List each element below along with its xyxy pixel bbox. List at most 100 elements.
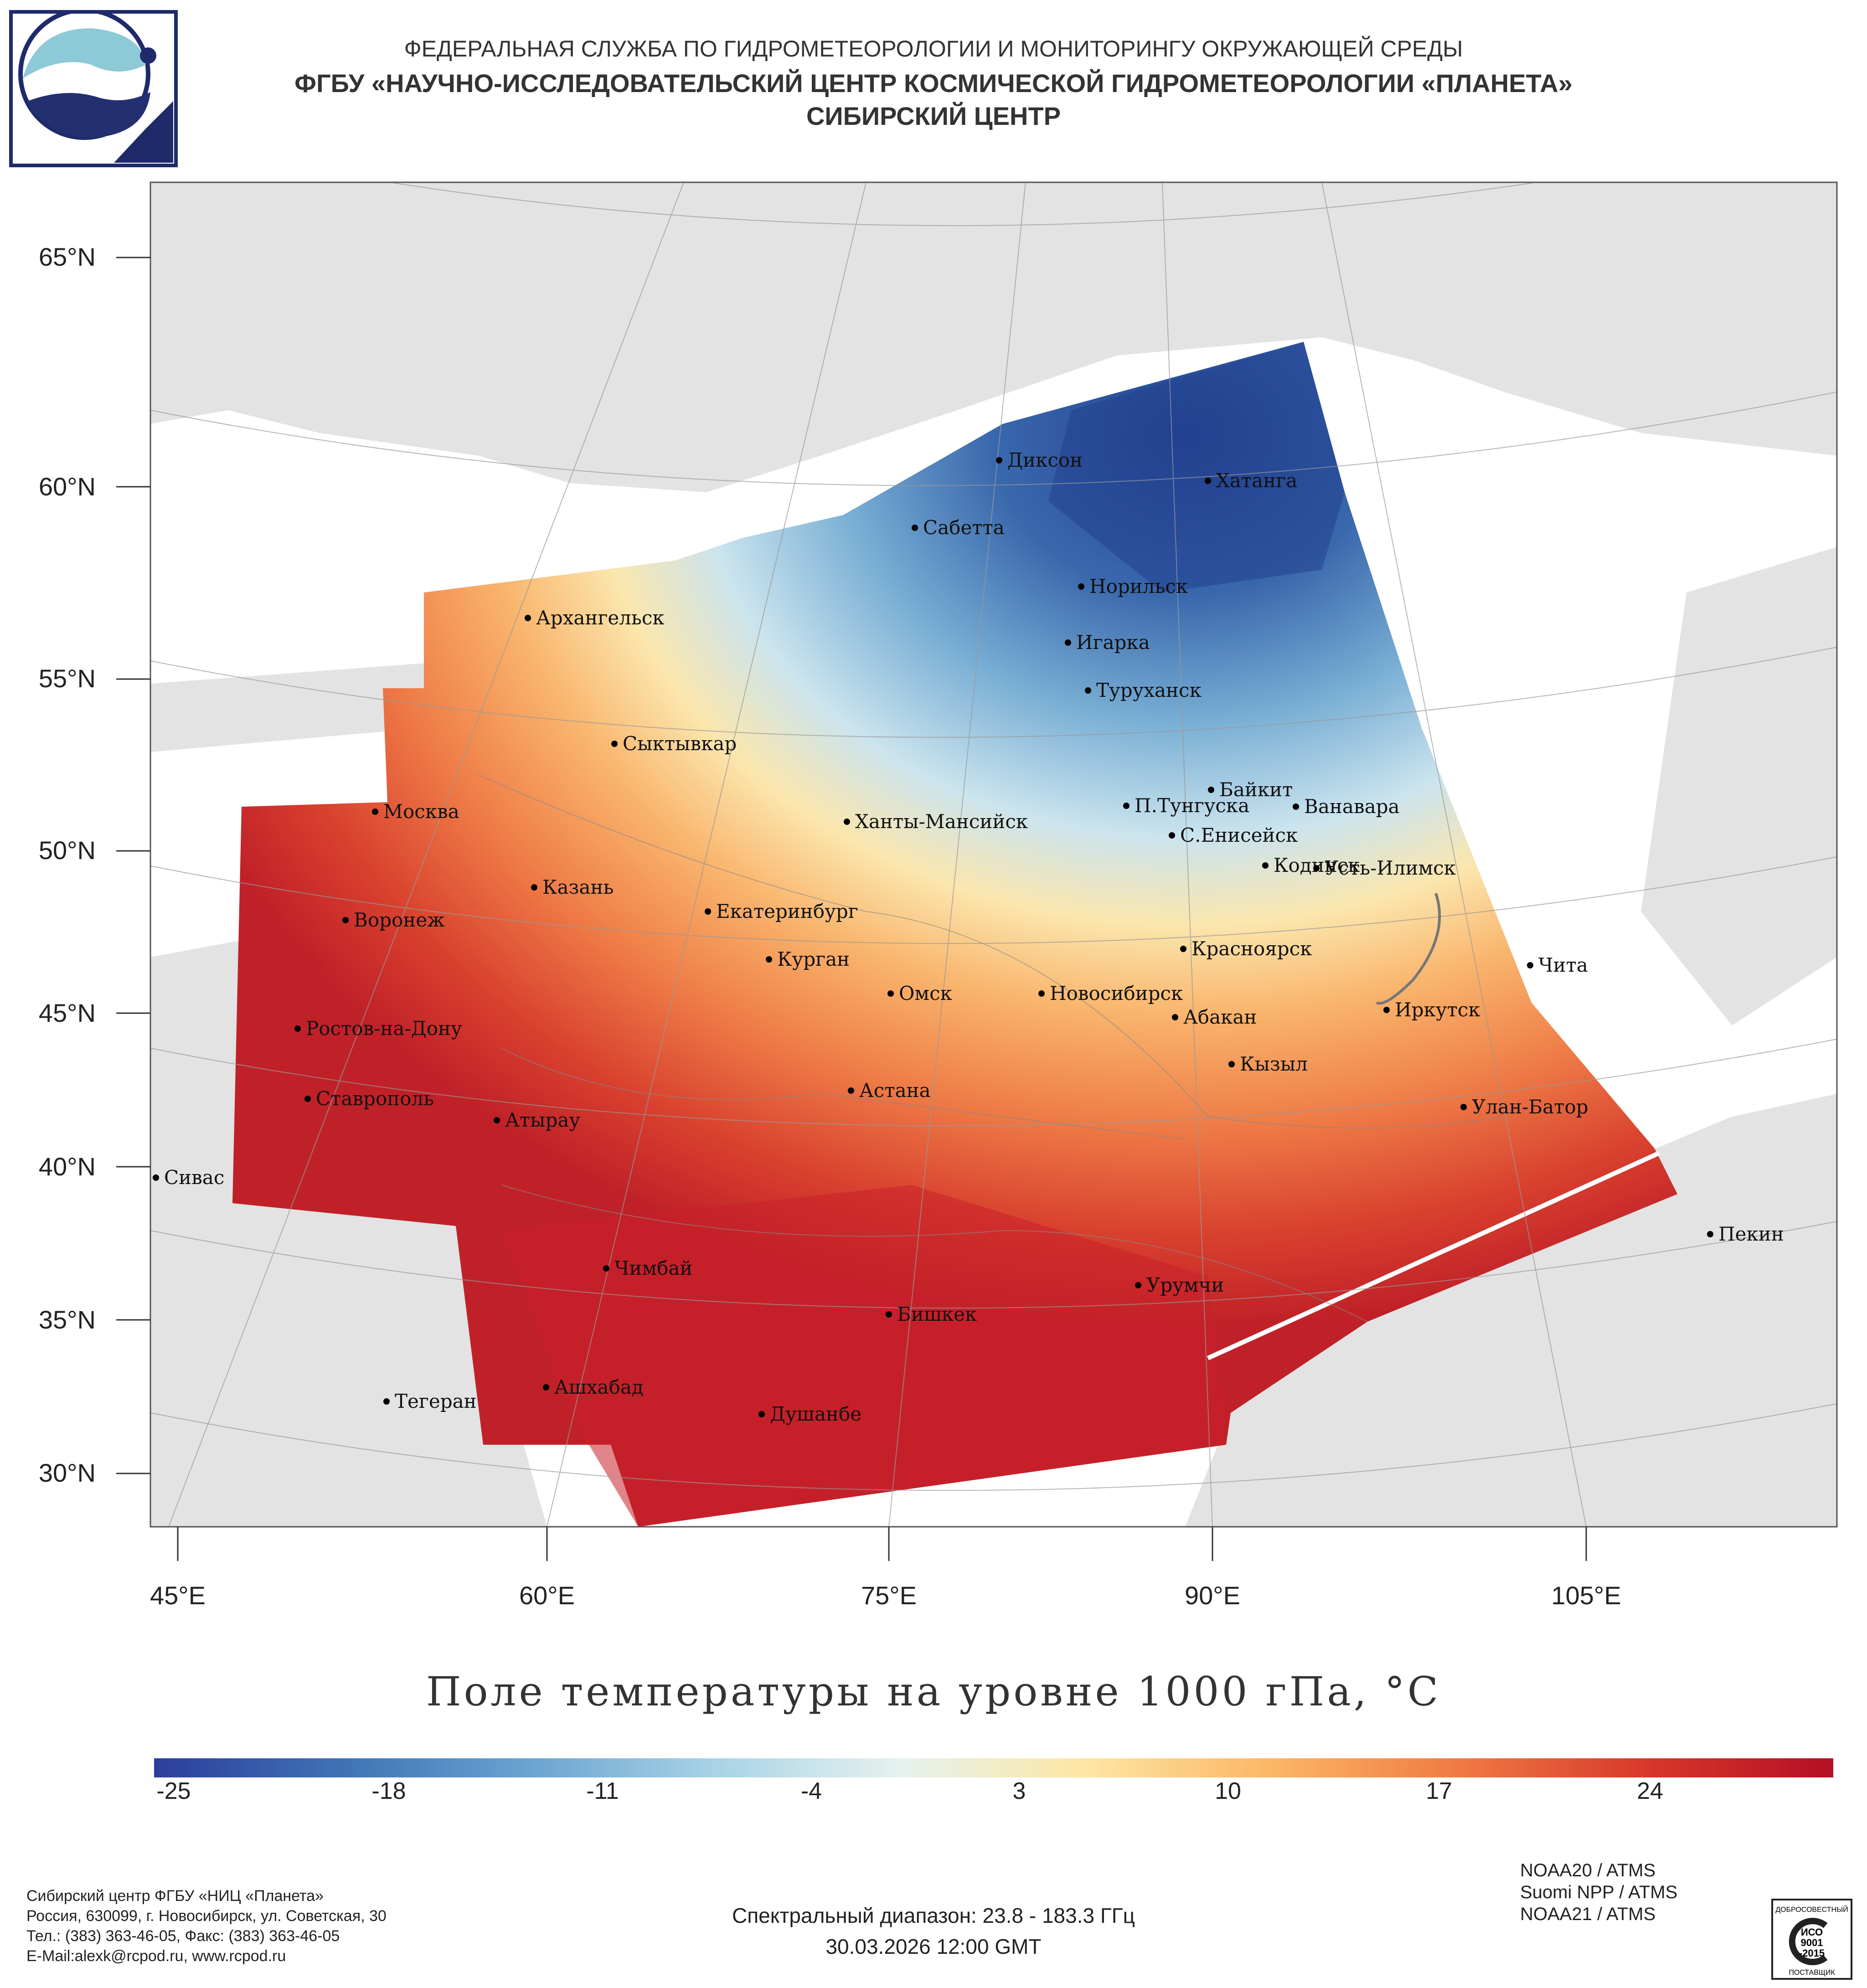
svg-text:Сивас: Сивас	[164, 1166, 224, 1189]
lat-label-65: 65°N	[39, 242, 96, 271]
svg-text:Бишкек: Бишкек	[897, 1303, 977, 1325]
city-kurgan: Курган	[766, 948, 850, 970]
land-southeast	[1185, 1094, 1837, 1527]
city-kyzyl: Кызыл	[1228, 1053, 1308, 1075]
map-frame	[150, 181, 1838, 1528]
svg-text:Игарка: Игарка	[1076, 631, 1150, 654]
city-igarka: Игарка	[1065, 631, 1150, 654]
city-voronezh: Воронеж	[342, 909, 445, 931]
svg-text:Норильск: Норильск	[1089, 575, 1188, 597]
badge-iso: ИСО	[1801, 1926, 1823, 1938]
borders	[478, 774, 1505, 1322]
latitude-ticks	[116, 257, 150, 1474]
city-kazan: Казань	[531, 876, 614, 898]
footer-phones: Тел.: (383) 363-46-05, Факс: (383) 363-4…	[26, 1927, 340, 1945]
svg-text:Ханты-Мансийск: Ханты-Мансийск	[855, 810, 1028, 833]
city-atyrau: Атырау	[494, 1109, 580, 1131]
city-chita: Чита	[1527, 954, 1588, 976]
city-bishkek: Бишкек	[886, 1303, 977, 1325]
city-ust-ilimsk: Усть-Илимск	[1313, 857, 1456, 879]
colorbar-tick: 10	[1215, 1778, 1241, 1804]
lat-label-30: 30°N	[39, 1458, 96, 1487]
svg-text:Хатанга: Хатанга	[1216, 469, 1297, 492]
satellite-item: NOAA20 / ATMS	[1520, 1860, 1656, 1880]
svg-text:Атырау: Атырау	[505, 1109, 580, 1131]
city-chimbay: Чимбай	[603, 1257, 692, 1279]
city-irkutsk: Иркутск	[1383, 999, 1480, 1021]
footer-email: E-Mail:alexk@rcpod.ru, www.rcpod.ru	[26, 1947, 286, 1965]
graticule	[150, 182, 1837, 1527]
colorbar-tick: -11	[586, 1778, 619, 1804]
city-ashkhabad: Ашхабад	[543, 1376, 644, 1398]
city-ulan-bator: Улан-Батор	[1460, 1096, 1588, 1118]
latitude-labels: 65°N 60°N 55°N 50°N 45°N 40°N 35°N 30°N	[39, 242, 96, 1487]
satellite-item: NOAA21 / ATMS	[1520, 1904, 1656, 1924]
city-ekaterinburg: Екатеринбург	[705, 900, 858, 922]
city-pekin: Пекин	[1707, 1223, 1784, 1245]
lon-label-45: 45°E	[150, 1581, 206, 1610]
city-khanty-mansiysk: Ханты-Мансийск	[844, 810, 1028, 833]
svg-text:Москва: Москва	[383, 800, 459, 823]
city-krasnoyarsk: Красноярск	[1180, 937, 1312, 960]
svg-text:Иркутск: Иркутск	[1395, 999, 1480, 1021]
svg-text:Астана: Астана	[859, 1079, 931, 1102]
observation-datetime: 30.03.2026 12:00 GMT	[825, 1935, 1042, 1958]
lat-label-60: 60°N	[39, 472, 96, 501]
svg-text:Ванавара: Ванавара	[1304, 795, 1400, 818]
svg-text:Красноярск: Красноярск	[1191, 937, 1312, 960]
city-omsk: Омск	[887, 982, 952, 1004]
lat-label-35: 35°N	[39, 1305, 96, 1334]
svg-text:Пекин: Пекин	[1718, 1223, 1784, 1245]
city-norilsk: Норильск	[1078, 575, 1188, 597]
svg-text:Ставрополь: Ставрополь	[316, 1087, 434, 1110]
cold-core	[1048, 342, 1345, 592]
svg-text:Екатеринбург: Екатеринбург	[716, 900, 858, 922]
city-khatanga: Хатанга	[1205, 469, 1297, 492]
colorbar-tick: -18	[371, 1778, 406, 1804]
city-moskva: Москва	[372, 800, 459, 823]
svg-text:Усть-Илимск: Усть-Илимск	[1325, 857, 1456, 879]
svg-text:Урумчи: Урумчи	[1146, 1274, 1224, 1296]
city-markers: Диксон Хатанга Сабетта Норильск Игарка Т…	[153, 449, 1784, 1425]
svg-text:Новосибирск: Новосибирск	[1050, 982, 1183, 1004]
svg-text:С.Енисейск: С.Енисейск	[1180, 824, 1298, 846]
city-turukhansk: Туруханск	[1085, 679, 1202, 701]
lon-label-60: 60°E	[519, 1581, 575, 1610]
svg-text:Казань: Казань	[542, 876, 614, 898]
lon-label-90: 90°E	[1185, 1581, 1240, 1610]
spectral-range: Спектральный диапазон: 23.8 - 183.3 ГГц	[732, 1904, 1135, 1927]
svg-text:П.Тунгуска: П.Тунгуска	[1135, 794, 1249, 817]
lat-label-45: 45°N	[39, 999, 96, 1027]
svg-text:Диксон: Диксон	[1007, 449, 1083, 471]
colorbar-tick: 24	[1637, 1778, 1663, 1804]
city-astana: Астана	[848, 1079, 931, 1102]
city-baykit: Байкит	[1208, 778, 1293, 801]
city-dushanbe: Душанбе	[758, 1403, 861, 1425]
header-center: СИБИРСКИЙ ЦЕНТР	[806, 102, 1061, 130]
lat-label-40: 40°N	[39, 1152, 96, 1181]
temperature-map: 65°N 60°N 55°N 50°N 45°N 40°N 35°N 30°N …	[39, 181, 1838, 1610]
city-abakan: Абакан	[1172, 1006, 1257, 1028]
badge-top-text: ДОБРОСОВЕСТНЫЙ	[1775, 1905, 1848, 1914]
city-dikson: Диксон	[996, 449, 1083, 471]
svg-text:Чита: Чита	[1538, 954, 1588, 976]
svg-text:Архангельск: Архангельск	[536, 607, 665, 629]
badge-arc	[1789, 1918, 1828, 1965]
badge-number: 9001	[1801, 1937, 1823, 1948]
svg-text:Душанбе: Душанбе	[770, 1403, 861, 1425]
header-agency: ФЕДЕРАЛЬНАЯ СЛУЖБА ПО ГИДРОМЕТЕОРОЛОГИИ …	[404, 36, 1463, 62]
svg-text:Ростов-на-Дону: Ростов-на-Дону	[306, 1017, 462, 1040]
longitude-ticks	[177, 1527, 1587, 1561]
land-east	[1641, 547, 1837, 1025]
swath-gap-line	[1207, 1151, 1661, 1360]
footer-address: Россия, 630099, г. Новосибирск, ул. Сове…	[26, 1907, 387, 1925]
map-title: Поле температуры на уровне 1000 гПа, °С	[426, 1668, 1441, 1715]
footer-org: Сибирский центр ФГБУ «НИЦ «Планета»	[26, 1887, 324, 1905]
city-tegeran: Тегеран	[383, 1390, 477, 1412]
colorbar-tick: 3	[1012, 1778, 1026, 1804]
colorbar-tick: 17	[1426, 1778, 1452, 1804]
iso-certificate-badge: ДОБРОСОВЕСТНЫЙ ИСО 9001 -2015 ПОСТАВЩИК	[1771, 1899, 1852, 1980]
city-sabetta: Сабетта	[912, 516, 1005, 539]
colorbar-tick: -4	[800, 1778, 822, 1804]
lon-label-105: 105°E	[1551, 1581, 1621, 1610]
